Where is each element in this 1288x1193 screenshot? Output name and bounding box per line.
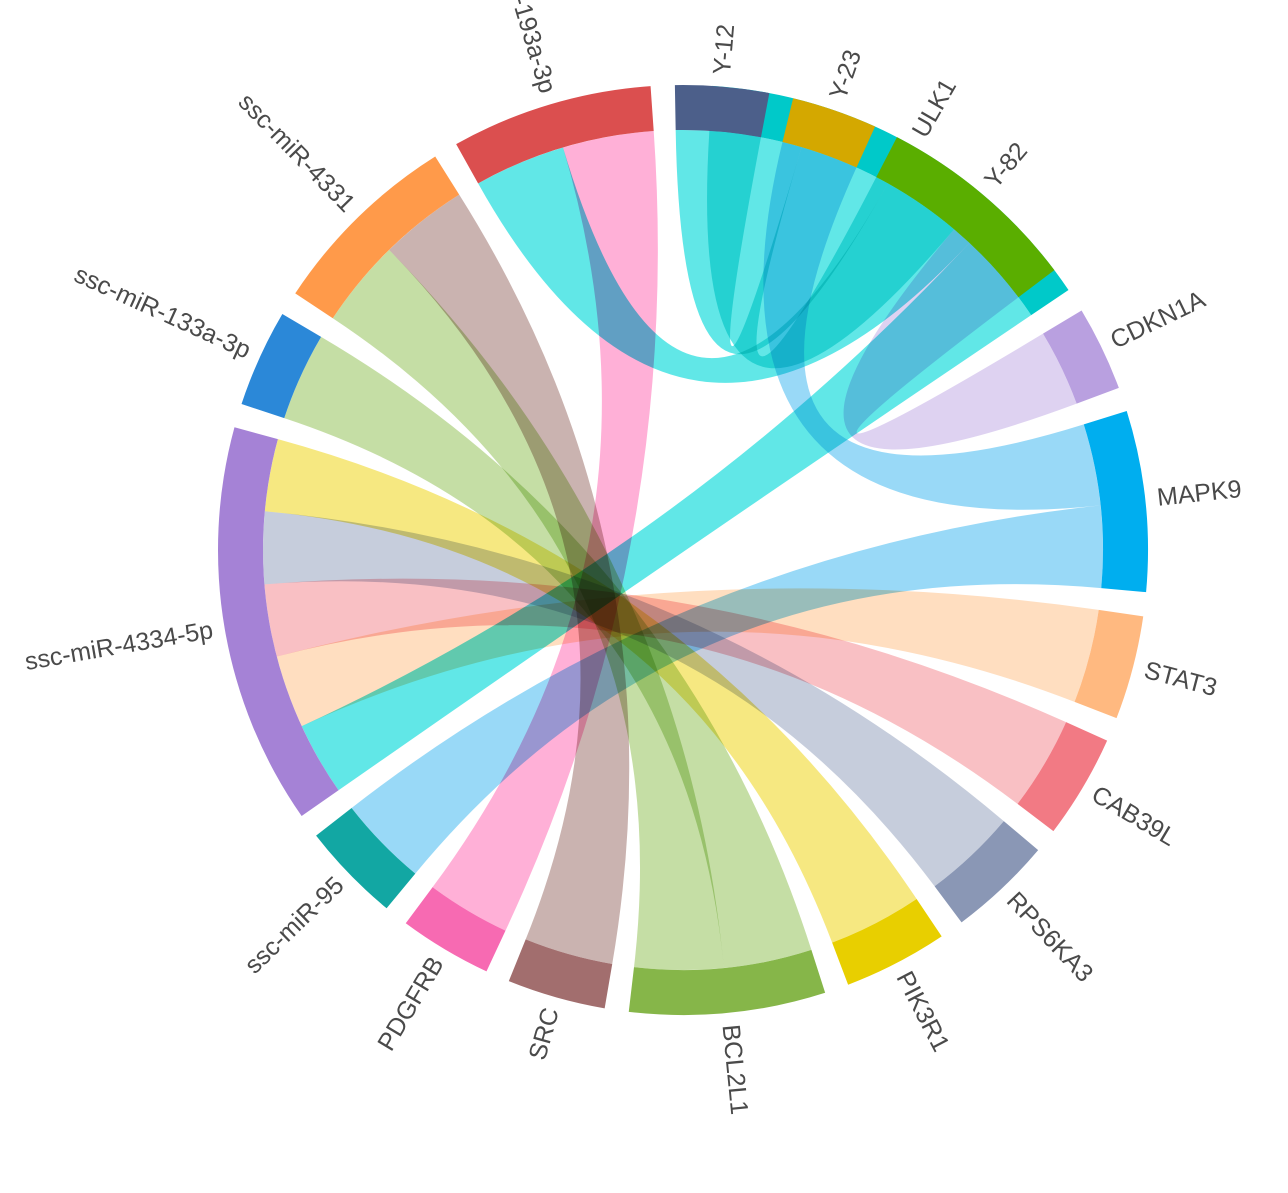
arc-ssc-mir-95: [316, 808, 416, 909]
label-bcl2l1: BCL2L1: [717, 1023, 754, 1116]
label-pdgfrb: PDGFRB: [372, 952, 449, 1056]
ribbon-ssc-mir-95-to-mapk9: [351, 505, 1103, 874]
arc-y-12: [674, 84, 770, 138]
label-ssc-mir-193a-3p: ssc-miR-193a-3p: [480, 0, 561, 96]
label-ssc-mir-133a-3p: ssc-miR-133a-3p: [70, 260, 255, 364]
label-rps6ka3: RPS6KA3: [1001, 887, 1099, 988]
arc-ssc-mir-193a-3p: [456, 86, 654, 184]
label-pik3r1: PIK3R1: [891, 967, 955, 1056]
ribbon-ssc-mir-4331-to-bcl2l1: [332, 249, 724, 971]
arc-mapk9: [1083, 410, 1149, 593]
ribbon-ssc-mir-133a-3p-to-bcl2l1: [284, 336, 812, 969]
label-y-82: Y-82: [979, 137, 1033, 194]
ribbon-ssc-mir-4334-5p-to-stat3: [276, 588, 1099, 727]
label-cdkn1a: CDKN1A: [1106, 285, 1210, 354]
arcs-layer: [217, 84, 1149, 1015]
label-y-23: Y-23: [824, 46, 867, 103]
ribbon-y-12-to-ulk1: [675, 129, 888, 355]
arc-cab39l: [1017, 722, 1108, 832]
label-src: SRC: [523, 1005, 564, 1063]
label-mapk9: MAPK9: [1156, 475, 1243, 512]
arc-cdkn1a: [1043, 310, 1119, 404]
ribbon-ssc-mir-4334-5p-to-ulk1: [301, 242, 1032, 791]
label-cab39l: CAB39L: [1087, 780, 1181, 852]
arc-ssc-mir-4334-5p: [217, 427, 339, 817]
label-ssc-mir-95: ssc-miR-95: [239, 871, 349, 979]
label-ssc-mir-4334-5p: ssc-miR-4334-5p: [23, 616, 215, 676]
arc-pik3r1: [832, 899, 942, 985]
arc-rps6ka3: [934, 821, 1039, 923]
ribbon-ssc-mir-4334-5p-to-rps6ka3: [263, 511, 1004, 887]
ribbon-ssc-mir-193a-3p-to-pdgfrb: [432, 131, 658, 931]
label-ssc-mir-4331: ssc-miR-4331: [233, 88, 361, 218]
arc-ssc-mir-133a-3p: [241, 313, 322, 419]
label-stat3: STAT3: [1141, 656, 1220, 702]
arc-ssc-mir-4331: [295, 156, 460, 319]
arc-y-82: [876, 137, 1055, 298]
label-ulk1: ULK1: [907, 74, 962, 142]
arc-pdgfrb: [405, 887, 506, 972]
arc-stat3: [1074, 609, 1144, 719]
arc-y-23: [782, 98, 876, 168]
label-y-12: Y-12: [708, 23, 740, 76]
ribbons-layer: [263, 129, 1103, 971]
ribbon-ssc-mir-4334-5p-to-pik3r1: [264, 439, 917, 943]
arc-src: [508, 939, 613, 1009]
arc-bcl2l1: [628, 949, 826, 1015]
